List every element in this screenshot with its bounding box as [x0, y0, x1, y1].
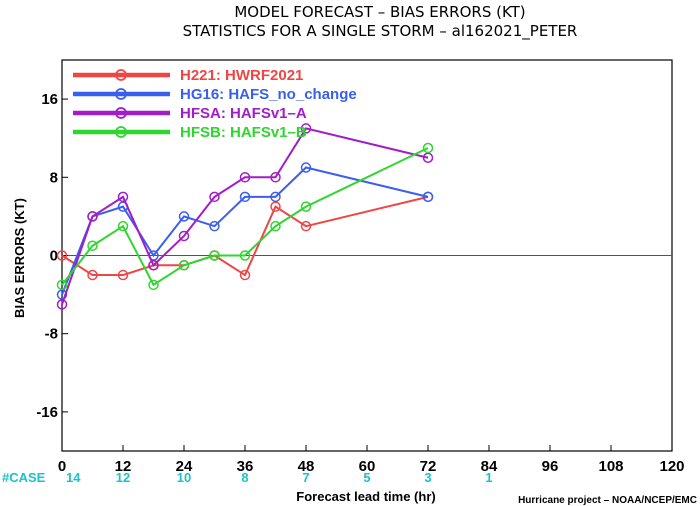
legend-label-2: HFSA: HAFSv1–A [180, 105, 307, 122]
x-tick-label: 36 [237, 458, 254, 475]
data-point [239, 250, 251, 261]
data-point [300, 201, 312, 212]
data-point [148, 260, 159, 271]
x-tick-label: 60 [359, 458, 376, 475]
case-label: #CASE [2, 470, 46, 485]
legend-label-0: H221: HWRF2021 [180, 67, 303, 84]
data-point [56, 279, 68, 291]
data-point [422, 142, 434, 154]
series-line-2 [61, 127, 429, 305]
x-tick-label: 120 [659, 458, 684, 475]
case-count: 14 [66, 470, 81, 485]
case-count: 10 [177, 470, 191, 485]
x-tick-label: 48 [298, 458, 315, 475]
data-point [87, 211, 98, 222]
data-point [87, 269, 98, 281]
data-point [239, 172, 251, 183]
case-count: 3 [424, 470, 431, 485]
data-point [270, 191, 281, 203]
legend-marker-2 [115, 107, 127, 119]
y-tick-label: 16 [41, 91, 58, 108]
data-point [56, 299, 68, 310]
data-point [239, 269, 251, 281]
y-tick-label: 8 [50, 169, 58, 186]
legend-label-1: HG16: HAFS_no_change [180, 86, 357, 103]
legend-marker-0 [115, 69, 127, 81]
data-point [300, 162, 312, 173]
case-count: 8 [241, 470, 248, 485]
x-tick-label: 84 [481, 458, 498, 475]
data-point [56, 289, 68, 300]
y-tick-label: 0 [50, 248, 58, 265]
case-count: 12 [116, 470, 130, 485]
data-point [300, 220, 312, 232]
x-tick-label: 96 [542, 458, 559, 475]
case-count: 7 [302, 470, 309, 485]
data-point [209, 220, 220, 232]
legend-label-3: HFSB: HAFSv1–B [180, 124, 307, 141]
data-point [148, 279, 159, 291]
data-point [178, 211, 190, 222]
case-count: 1 [485, 470, 492, 485]
data-point [209, 191, 220, 203]
credit-text: Hurricane project – NOAA/NCEP/EMC [518, 495, 697, 506]
data-point [300, 123, 312, 134]
data-point [87, 240, 98, 251]
data-point [178, 260, 190, 271]
data-point [178, 230, 190, 242]
data-point [117, 220, 129, 232]
y-tick-label: -8 [45, 326, 58, 343]
data-point [422, 152, 434, 163]
x-tick-label: 12 [115, 458, 132, 475]
chart-title-line2: STATISTICS FOR A SINGLE STORM – al162021… [183, 22, 578, 41]
x-tick-label: 72 [420, 458, 437, 475]
data-point [270, 220, 281, 232]
legend-marker-3 [115, 126, 127, 138]
case-count: 5 [363, 470, 370, 485]
data-point [270, 172, 281, 183]
series-line-1 [61, 166, 429, 295]
data-point [239, 191, 251, 203]
y-tick-label: -16 [36, 404, 58, 421]
data-point [117, 191, 129, 203]
data-point [209, 250, 220, 261]
data-point [270, 201, 281, 212]
x-tick-label: 24 [176, 458, 193, 475]
chart-title-line1: MODEL FORECAST – BIAS ERRORS (KT) [234, 3, 525, 21]
series-line-3 [61, 147, 429, 287]
x-tick-label: 108 [598, 458, 623, 475]
data-point [117, 269, 129, 281]
x-axis-label: Forecast lead time (hr) [296, 489, 435, 504]
y-axis-label: BIAS ERRORS (KT) [12, 198, 27, 318]
data-point [56, 250, 68, 261]
data-point [422, 191, 434, 203]
x-tick-label: 0 [58, 458, 66, 475]
legend-marker-1 [115, 88, 127, 100]
